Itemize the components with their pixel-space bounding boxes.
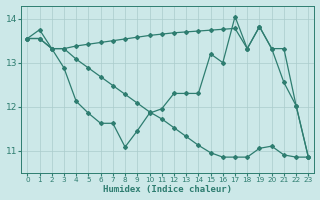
X-axis label: Humidex (Indice chaleur): Humidex (Indice chaleur) bbox=[103, 185, 232, 194]
